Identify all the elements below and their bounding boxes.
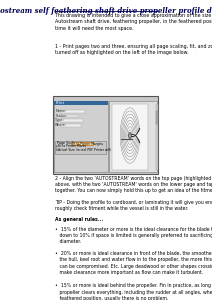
Text: •  20% or more is ideal clearance in front of the blade, the smoother the shape : • 20% or more is ideal clearance in fron… xyxy=(55,251,212,275)
Text: Page Scaling:: Page Scaling: xyxy=(57,141,80,145)
Bar xyxy=(61,115,78,117)
Text: As general rules...: As general rules... xyxy=(55,217,103,222)
Circle shape xyxy=(129,133,131,139)
Bar xyxy=(112,104,148,170)
Bar xyxy=(53,96,158,174)
Bar xyxy=(71,142,93,146)
Text: 1 - Print pages two and three, ensuring all page scaling, fit, and zooming optio: 1 - Print pages two and three, ensuring … xyxy=(55,44,212,55)
Bar xyxy=(61,110,85,112)
Text: Fit to Printer Marks: Fit to Printer Marks xyxy=(58,144,86,148)
Text: 2 - Align the two 'AUTOSTREAM' words on the top page (highlighted on the right
a: 2 - Align the two 'AUTOSTREAM' words on … xyxy=(55,176,212,193)
Text: •  15% of the diameter or more is the ideal clearance for the blade tips, coming: • 15% of the diameter or more is the ide… xyxy=(55,226,212,244)
Bar xyxy=(156,104,158,170)
Text: Print: Print xyxy=(56,101,65,105)
Text: Type:: Type: xyxy=(55,118,64,122)
Text: TIP - Doing the profile to cardboard, or laminating it will give you enough data: TIP - Doing the profile to cardboard, or… xyxy=(55,200,212,212)
Text: Actual Size (in real PDF Printer will): Actual Size (in real PDF Printer will) xyxy=(58,148,111,152)
Bar xyxy=(61,124,81,127)
Text: Status:: Status: xyxy=(55,114,67,118)
Bar xyxy=(156,111,158,124)
Bar xyxy=(54,101,108,172)
Text: Where:: Where: xyxy=(55,123,67,127)
Text: Fit to Printer Margins: Fit to Printer Margins xyxy=(72,142,103,146)
Text: This drawing is intended to give a close approximation of the size and profile o: This drawing is intended to give a close… xyxy=(55,13,212,31)
Text: •  15% or more is ideal behind the propeller. Fin in practice, as long as the
  : • 15% or more is ideal behind the propel… xyxy=(55,284,212,300)
Text: Name:: Name: xyxy=(55,109,67,113)
Bar xyxy=(55,141,106,154)
Circle shape xyxy=(56,149,57,151)
Circle shape xyxy=(56,146,57,147)
Bar xyxy=(54,101,108,106)
Text: S1 Autostream self feathering shaft drive propeller profile drawing: S1 Autostream self feathering shaft driv… xyxy=(0,7,212,15)
Bar xyxy=(109,101,157,172)
Bar xyxy=(61,119,83,122)
